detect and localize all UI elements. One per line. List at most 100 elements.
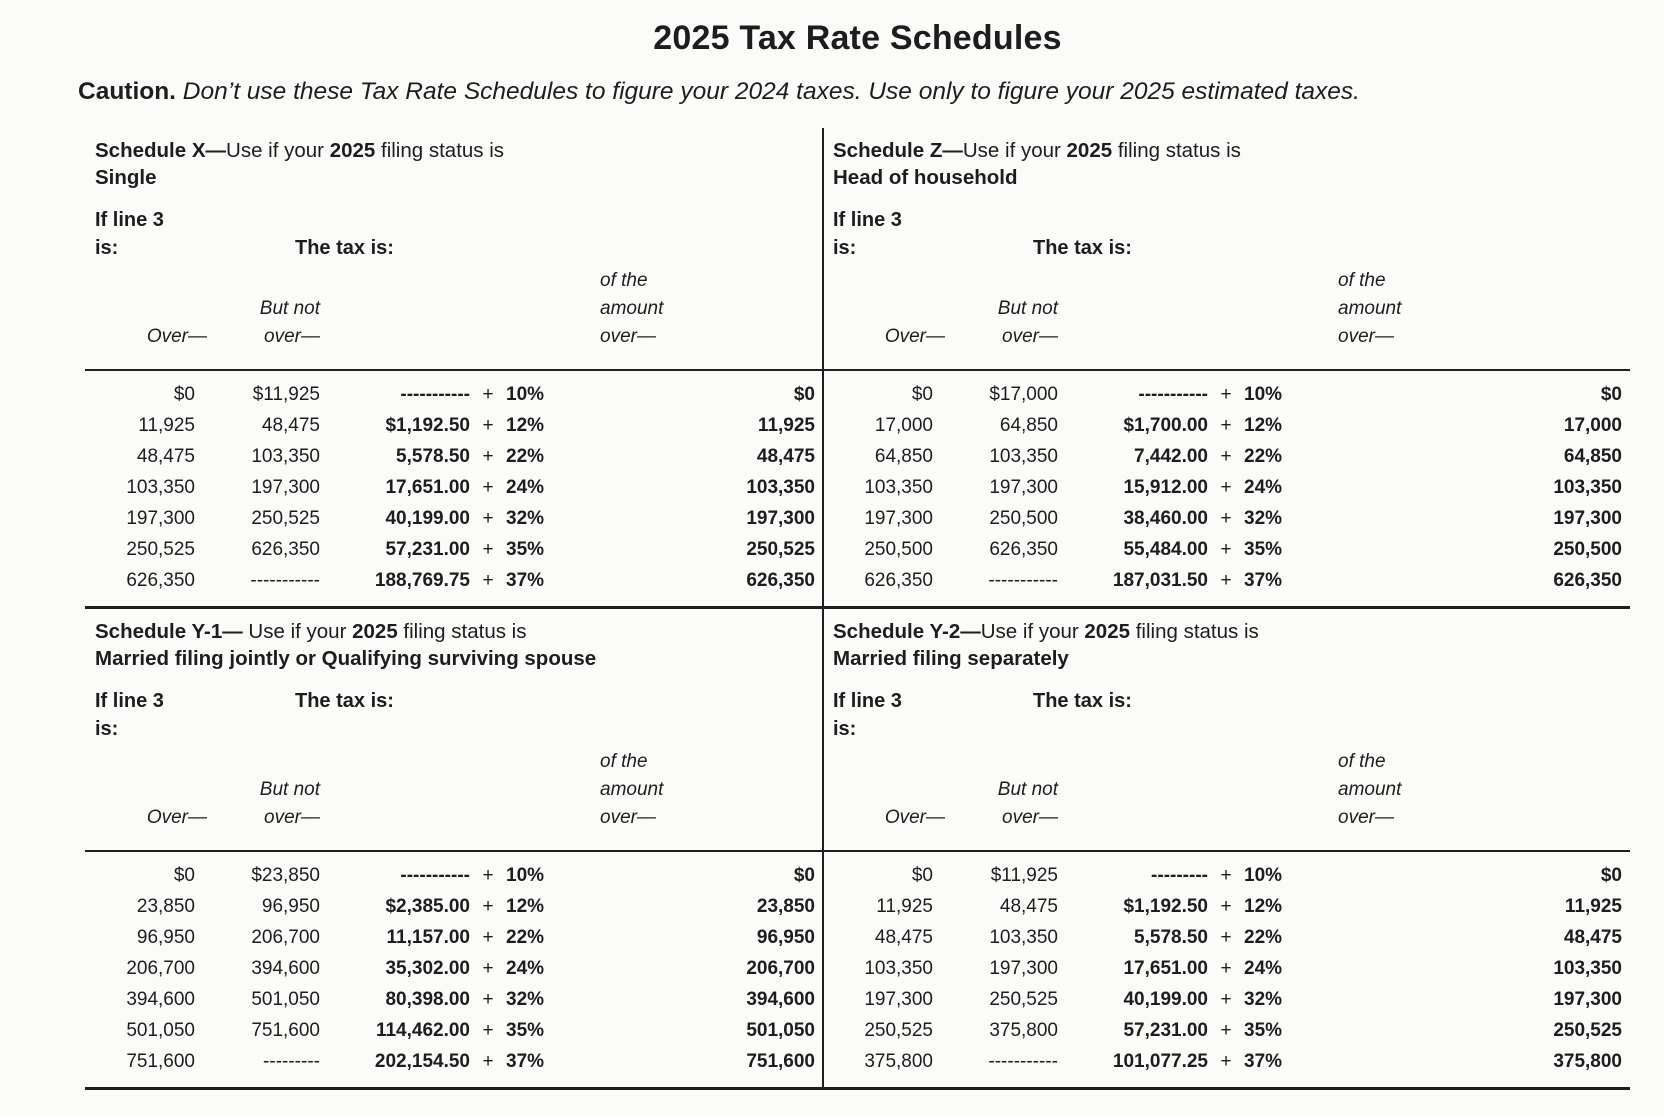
but-not-over-value: ----------- (988, 1051, 1058, 1072)
schedule-name: Schedule Y-1— (95, 620, 243, 643)
tax-bracket-row: 64,850 103,350 7,442.00 +22% 64,850 (833, 441, 1622, 472)
but-not-over-value: 103,350 (251, 446, 320, 467)
but-not-over-value: 197,300 (251, 477, 320, 498)
plus-sign: + (1220, 958, 1232, 979)
tax-bracket-row: 11,925 48,475 $1,192.50 +12% 11,925 (833, 891, 1622, 922)
tax-rate-schedules-page: 2025 Tax Rate Schedules Caution. Don’t u… (78, 19, 1630, 1090)
over-value: 23,850 (136, 896, 195, 917)
over-value: 250,525 (126, 539, 195, 560)
rate-value: 22% (506, 927, 545, 948)
schedule-name: Schedule X— (95, 139, 227, 162)
is-label: is: (95, 237, 119, 259)
schedule-y2-panel: Schedule Y-2—Use if your 2025 filing sta… (823, 606, 1630, 1087)
but-not-over-value: 751,600 (251, 1020, 320, 1041)
plus-sign: + (1220, 570, 1232, 591)
rate-value: 37% (1244, 1051, 1283, 1072)
rate-value: 10% (1244, 865, 1283, 886)
plus-sign: + (482, 570, 494, 591)
base-tax-value: 188,769.75 (374, 570, 470, 591)
excess-over-value: 64,850 (1563, 446, 1622, 467)
plus-sign: + (482, 1051, 494, 1072)
header-rule (85, 850, 823, 852)
plus-sign: + (1220, 477, 1232, 498)
but-not-over-value: 48,475 (261, 415, 320, 436)
amount-over-header: of the amount over— (600, 270, 664, 347)
but-not-over-value: $11,925 (252, 384, 320, 405)
over-header: Over— (146, 807, 207, 828)
title-year: 2025 (329, 139, 376, 162)
if-line-3-label: If line 3 (833, 690, 902, 712)
over-value: 197,300 (864, 989, 933, 1010)
tax-bracket-row: 197,300 250,525 40,199.00 +32% 197,300 (95, 503, 815, 534)
if-line-3-block: If line 3 is: The tax is: (95, 687, 815, 743)
rate-value: 37% (506, 1051, 545, 1072)
rate-value: 24% (506, 477, 545, 498)
tax-bracket-row: $0 $11,925 ----------- +10% $0 (95, 379, 815, 410)
title-text: Use if your (226, 139, 330, 162)
excess-over-value: 626,350 (746, 570, 815, 591)
schedule-title: Schedule Y-2—Use if your 2025 filing sta… (833, 618, 1622, 672)
excess-over-value: 96,950 (756, 927, 815, 948)
over-value: 96,950 (136, 927, 195, 948)
rate-value: 12% (1244, 896, 1283, 917)
excess-over-value: 197,300 (746, 508, 815, 529)
base-tax-value: 17,651.00 (385, 477, 470, 498)
tax-bracket-row: 250,525 375,800 57,231.00 +35% 250,525 (833, 1015, 1622, 1046)
vertical-divider (822, 128, 824, 1087)
tax-bracket-row: 103,350 197,300 17,651.00 +24% 103,350 (95, 472, 815, 503)
but-not-over-value: 394,600 (251, 958, 320, 979)
rate-value: 32% (506, 508, 545, 529)
but-not-over-value: $23,850 (251, 865, 320, 886)
over-value: $0 (911, 384, 933, 405)
plus-sign: + (1220, 865, 1232, 886)
over-header-2: over— (1002, 326, 1058, 347)
tax-bracket-row: 197,300 250,525 40,199.00 +32% 197,300 (833, 984, 1622, 1015)
rate-value: 22% (1244, 927, 1283, 948)
plus-sign: + (482, 539, 494, 560)
over-value: 197,300 (864, 508, 933, 529)
is-label: is: (833, 237, 857, 259)
over-value: $0 (173, 384, 195, 405)
title-year: 2025 (1066, 139, 1113, 162)
over-value: 103,350 (126, 477, 195, 498)
tax-bracket-row: 103,350 197,300 15,912.00 +24% 103,350 (833, 472, 1622, 503)
but-not-over-value: 197,300 (989, 477, 1058, 498)
but-not-over-value: 626,350 (989, 539, 1058, 560)
rate-value: 22% (506, 446, 545, 467)
excess-over-value: $0 (1600, 865, 1622, 886)
but-not-over-value: ----------- (250, 570, 320, 591)
over-value: 11,925 (876, 896, 933, 917)
base-tax-value: ----------- (400, 865, 470, 886)
but-not-over-value: 64,850 (999, 415, 1058, 436)
the-tax-is-label: The tax is: (1033, 237, 1132, 259)
rate-value: 24% (1244, 958, 1283, 979)
rate-value: 12% (506, 415, 545, 436)
plus-sign: + (482, 1020, 494, 1041)
over-value: 64,850 (874, 446, 933, 467)
excess-over-value: 17,000 (1563, 415, 1622, 436)
over-value: 206,700 (126, 958, 195, 979)
plus-sign: + (1220, 446, 1232, 467)
schedule-title: Schedule X—Use if your 2025 filing statu… (95, 137, 815, 191)
plus-sign: + (482, 927, 494, 948)
tax-bracket-row: $0 $11,925 --------- +10% $0 (833, 860, 1622, 891)
rate-value: 35% (506, 539, 545, 560)
header-rule (823, 369, 1630, 371)
excess-over-value: 197,300 (1553, 989, 1622, 1010)
but-not-over-value: 103,350 (989, 927, 1058, 948)
base-tax-value: 35,302.00 (385, 958, 470, 979)
excess-over-value: 11,925 (757, 415, 815, 436)
rate-value: 37% (1244, 570, 1283, 591)
over-value: 103,350 (864, 477, 933, 498)
excess-over-value: 626,350 (1553, 570, 1622, 591)
plus-sign: + (1220, 384, 1232, 405)
plus-sign: + (1220, 1051, 1232, 1072)
tax-bracket-row: 501,050 751,600 114,462.00 +35% 501,050 (95, 1015, 815, 1046)
schedule-name: Schedule Y-2— (833, 620, 981, 643)
rate-value: 24% (1244, 477, 1283, 498)
but-not-over-value: 103,350 (989, 446, 1058, 467)
over-header-2: over— (264, 807, 320, 828)
caution-text: Don’t use these Tax Rate Schedules to fi… (176, 78, 1360, 105)
title-text: filing status is (1112, 139, 1241, 162)
plus-sign: + (482, 865, 494, 886)
